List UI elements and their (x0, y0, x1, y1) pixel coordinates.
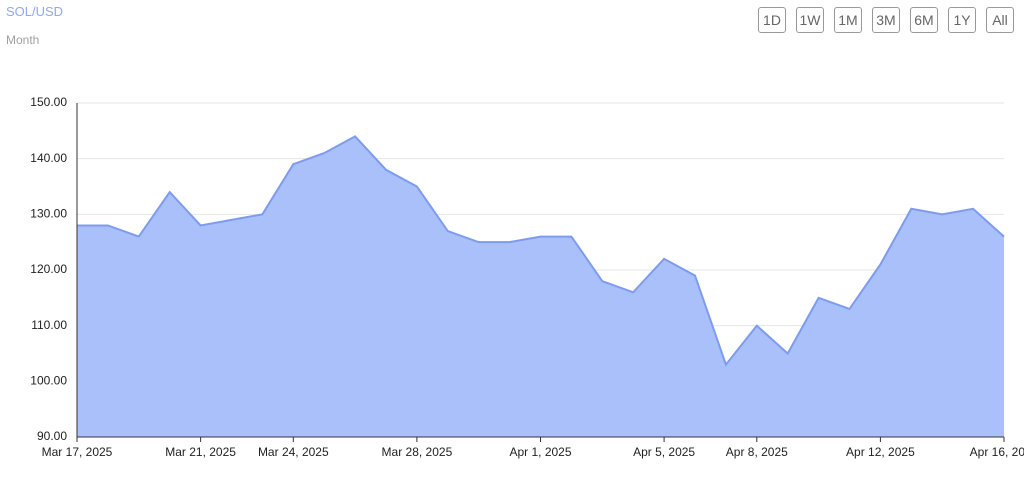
period: Month (6, 33, 40, 47)
y-tick-label: 120.00 (30, 262, 67, 276)
x-tick-label: Apr 16, 2025 (970, 445, 1024, 459)
x-tick-label: Mar 21, 2025 (165, 445, 236, 459)
x-tick-label: Mar 17, 2025 (42, 445, 113, 459)
line (77, 135, 1005, 367)
x-tick-label: Apr 5, 2025 (633, 445, 695, 459)
x-tick-label: Apr 12, 2025 (846, 445, 915, 459)
range-button[interactable]: 1D (758, 7, 786, 33)
y-tick-label: 90.00 (37, 429, 67, 443)
range-button[interactable]: 1M (834, 7, 862, 33)
area (77, 136, 1004, 437)
range-button[interactable]: 1W (796, 7, 824, 33)
y-tick-label: 130.00 (30, 207, 67, 221)
x-tick-label: Mar 28, 2025 (382, 445, 453, 459)
range-button[interactable]: 1Y (948, 7, 976, 33)
y-tick-label: 110.00 (31, 318, 67, 332)
y-tick-label: 150.00 (30, 95, 67, 109)
range-button[interactable]: 3M (872, 7, 900, 33)
symbol: SOL/USD (6, 4, 64, 19)
y-tick-label: 100.00 (30, 374, 67, 388)
range-button[interactable]: All (986, 7, 1014, 33)
y-tick-label: 140.00 (30, 151, 67, 165)
x-tick-label: Apr 8, 2025 (726, 445, 788, 459)
x-tick-label: Mar 24, 2025 (258, 445, 329, 459)
range-button[interactable]: 6M (910, 7, 938, 33)
x-tick-label: Apr 1, 2025 (509, 445, 571, 459)
